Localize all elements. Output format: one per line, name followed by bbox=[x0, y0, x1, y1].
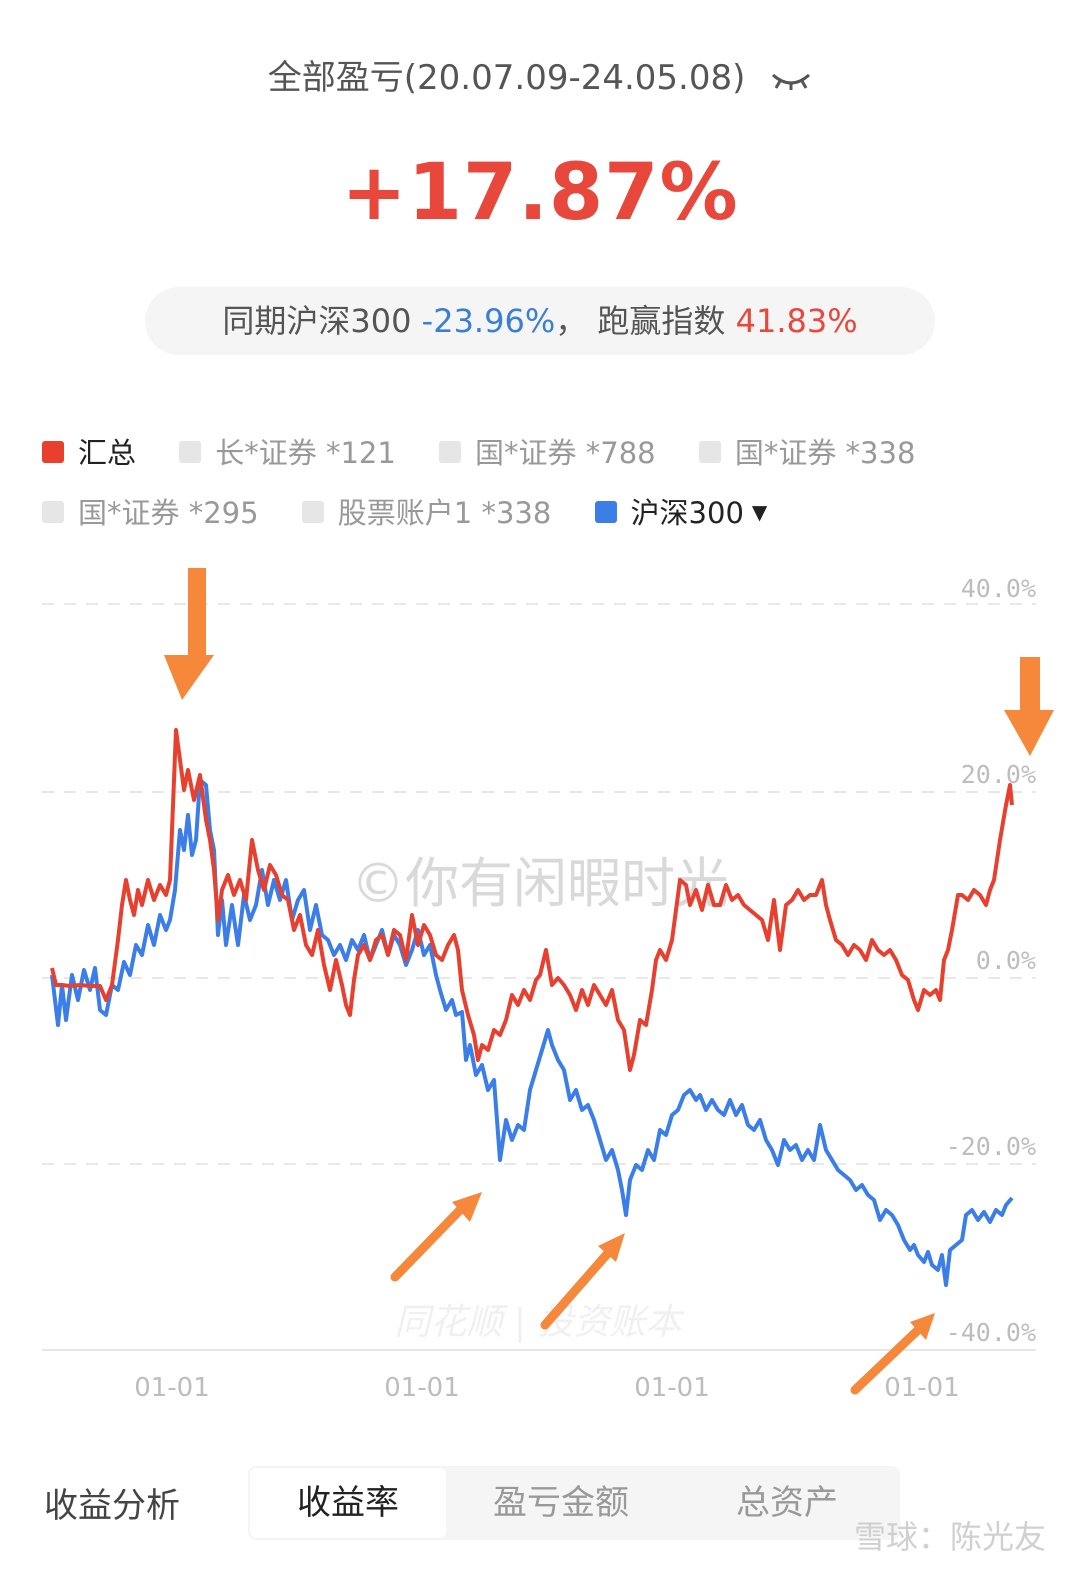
legend-label: 国*证券 *788 bbox=[475, 436, 656, 470]
legend-label: 汇总 bbox=[78, 436, 137, 470]
legend-row-1: 汇总 长*证券 *121 国*证券 *788 国*证券 *338 bbox=[42, 430, 1042, 472]
arrow-down-icon bbox=[164, 568, 214, 700]
annotation-arrows-diagonal bbox=[390, 1205, 923, 1395]
page-title: 全部盈亏(20.07.09-24.05.08) bbox=[0, 50, 1080, 100]
x-tick: 01-01 bbox=[634, 1373, 710, 1403]
arrow-down-icon bbox=[1004, 657, 1054, 756]
x-tick: 01-01 bbox=[134, 1373, 210, 1403]
x-tick: 01-01 bbox=[384, 1373, 460, 1403]
arrow-up-right-icon bbox=[452, 1192, 482, 1222]
legend-row-2: 国*证券 *295 股票账户1 *338 沪深300 ▼ bbox=[42, 490, 1042, 532]
legend-item-account-295[interactable]: 国*证券 *295 bbox=[42, 490, 259, 532]
tab-total-assets[interactable]: 总资产 bbox=[736, 1483, 838, 1523]
y-tick: -40.0% bbox=[946, 1318, 1036, 1347]
x-axis-labels: 01-01 01-01 01-01 01-01 bbox=[134, 1373, 960, 1403]
tab-return-rate[interactable]: 收益率 bbox=[250, 1468, 446, 1538]
analysis-tabs: 收益率 盈亏金额 总资产 bbox=[248, 1466, 900, 1540]
legend-swatch bbox=[42, 501, 64, 523]
y-tick: 20.0% bbox=[961, 760, 1036, 789]
x-tick: 01-01 bbox=[884, 1373, 960, 1403]
arrow-up-right-icon bbox=[598, 1233, 625, 1262]
title-text: 全部盈亏(20.07.09-24.05.08) bbox=[267, 58, 746, 98]
legend-label: 长*证券 *121 bbox=[215, 436, 396, 470]
y-axis-labels: 40.0% 20.0% 0.0% -20.0% -40.0% bbox=[946, 574, 1036, 1347]
series-summary-line bbox=[50, 728, 1014, 1072]
legend-label: 国*证券 *338 bbox=[734, 436, 916, 470]
y-tick: 0.0% bbox=[976, 946, 1036, 975]
eye-closed-icon[interactable] bbox=[770, 60, 812, 100]
legend-label: 沪深300 bbox=[630, 496, 744, 530]
section-label: 收益分析 bbox=[44, 1486, 180, 1526]
legend-swatch bbox=[698, 441, 721, 463]
beat-value: 41.83% bbox=[735, 302, 858, 340]
watermark-center: ©你有闲暇时光 bbox=[351, 852, 729, 915]
arrow-up-right-icon bbox=[910, 1313, 935, 1340]
annotation-arrows bbox=[164, 568, 1054, 756]
legend-label: 国*证券 *295 bbox=[78, 496, 259, 530]
separator: ， bbox=[555, 302, 588, 340]
y-tick: -20.0% bbox=[946, 1132, 1036, 1161]
beat-label: 跑赢指数 bbox=[597, 302, 726, 340]
benchmark-prefix: 同期沪深300 bbox=[222, 302, 412, 340]
legend-item-account-121[interactable]: 长*证券 *121 bbox=[179, 430, 396, 472]
legend-label: 股票账户1 *338 bbox=[337, 496, 552, 530]
legend-swatch bbox=[594, 501, 617, 523]
tab-profit-amount[interactable]: 盈亏金额 bbox=[493, 1483, 629, 1523]
legend-item-summary[interactable]: 汇总 bbox=[42, 430, 136, 472]
legend-item-account-338[interactable]: 国*证券 *338 bbox=[698, 430, 916, 472]
legend-swatch bbox=[439, 441, 462, 463]
watermark-bottom: 雪球：陈光友 bbox=[853, 1518, 1046, 1556]
benchmark-return: -23.96% bbox=[421, 302, 556, 340]
legend-item-account-788[interactable]: 国*证券 *788 bbox=[439, 430, 656, 472]
return-chart: 40.0% 20.0% 0.0% -20.0% -40.0% 01-01 01-… bbox=[42, 568, 1054, 1403]
benchmark-comparison: 同期沪深300 -23.96%， 跑赢指数 41.83% bbox=[145, 287, 935, 355]
legend-swatch bbox=[179, 441, 202, 463]
y-tick: 40.0% bbox=[961, 574, 1036, 603]
legend-item-csi300[interactable]: 沪深300 ▼ bbox=[594, 490, 768, 532]
legend-swatch bbox=[301, 501, 324, 523]
watermark-app: 同花顺 | 投资账本 bbox=[394, 1302, 685, 1343]
legend-swatch bbox=[42, 441, 64, 463]
legend-item-stock-account-1[interactable]: 股票账户1 *338 bbox=[301, 490, 552, 532]
arrow-heads bbox=[452, 1192, 935, 1340]
dropdown-caret-icon[interactable]: ▼ bbox=[751, 500, 768, 524]
total-return: +17.87% bbox=[341, 148, 739, 238]
